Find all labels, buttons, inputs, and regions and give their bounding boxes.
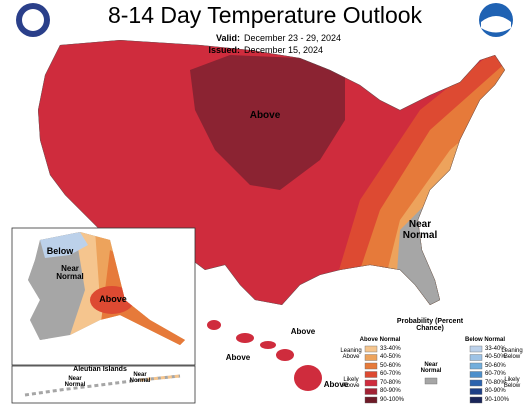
legend [364, 345, 483, 404]
map-label: Above [225, 353, 251, 362]
issued-label: Issued: [208, 45, 240, 55]
aleutian-islands [24, 374, 181, 397]
map-label: Below [46, 246, 74, 256]
legend-bin-label: 80-90% [380, 388, 401, 394]
legend-swatch [364, 371, 378, 378]
legend-swatch [469, 354, 483, 361]
legend-swatch [364, 345, 378, 353]
map-label: Above [290, 327, 316, 336]
legend-bin-label: 60-70% [380, 371, 401, 377]
legend-group: Likely Above [342, 377, 360, 390]
map-label: Above [99, 294, 127, 304]
issued-date: December 15, 2024 [244, 45, 324, 55]
legend-swatch [364, 362, 378, 370]
legend-title: Probability (Percent Chance) [396, 318, 464, 333]
legend-bin-label: 60-70% [485, 371, 506, 377]
map-label: Near Normal [64, 376, 86, 389]
legend-swatch [469, 345, 483, 353]
legend-bin-label: 40-50% [380, 354, 401, 360]
legend-bin-label: 90-100% [380, 396, 405, 403]
legend-group: Leaning Below [501, 348, 523, 361]
legend-swatch [469, 388, 483, 395]
legend-group: Likely Below [503, 377, 521, 390]
legend-bin-label: 50-60% [485, 362, 506, 369]
legend-swatch [469, 396, 483, 404]
map-label: Above [249, 110, 281, 121]
legend-bin-label: 40-50% [485, 354, 506, 360]
legend-swatch [364, 396, 378, 404]
doc-logo-inner [22, 9, 44, 31]
map-label: Aleutian Islands [73, 366, 127, 373]
legend-near-label: Near Normal [420, 362, 442, 375]
legend-swatch [364, 354, 378, 361]
legend-bin-label: 33-40% [380, 345, 401, 352]
legend-swatch [469, 371, 483, 378]
title: 8-14 Day Temperature Outlook [107, 2, 423, 28]
map-label: Near Normal [56, 264, 84, 282]
map-label: Near Normal [129, 372, 151, 385]
noaa-logo-inner [481, 16, 511, 33]
legend-bin-label: 80-90% [485, 388, 506, 394]
legend-heading: Above Normal [359, 337, 401, 343]
legend-swatch [469, 362, 483, 370]
legend-bin-label: 90-100% [485, 396, 510, 403]
valid-label: Valid: [215, 33, 240, 43]
legend-bin-label: 33-40% [485, 345, 506, 352]
legend-bin-label: 70-80% [380, 379, 401, 386]
legend-swatch [364, 379, 378, 387]
legend-near-swatch [424, 377, 438, 385]
legend-swatch [364, 388, 378, 395]
legend-swatch [469, 379, 483, 387]
legend-heading: Below Normal [464, 337, 505, 343]
map-label: Near Normal [402, 219, 438, 241]
hawaii [207, 320, 322, 391]
map-label: Above [323, 380, 349, 389]
legend-group: Leaning Above [340, 348, 362, 361]
legend-bin-label: 50-60% [380, 362, 401, 369]
valid-dates: December 23 - 29, 2024 [244, 33, 342, 43]
legend-bin-label: 70-80% [485, 379, 506, 386]
